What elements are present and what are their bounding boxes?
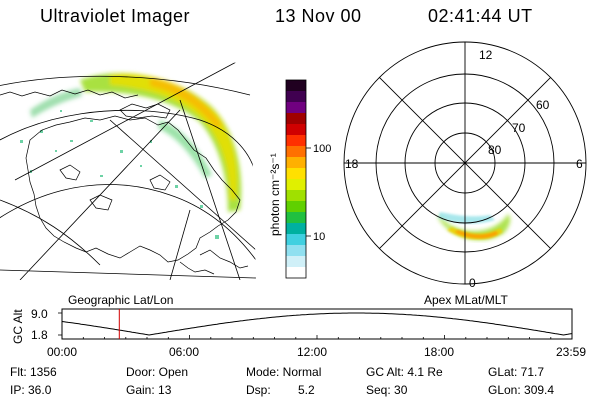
time-display: 02:41:44 UT: [428, 6, 533, 26]
mlat-label-60: 60: [536, 98, 550, 112]
colorbar-cell: [286, 146, 306, 158]
x-tick-label-3: 18:00: [424, 345, 455, 359]
altitude-y-tick-min: 1.8: [31, 328, 48, 342]
geographic-map: [0, 59, 256, 280]
colorbar-tick-label-100: 100: [313, 143, 331, 155]
auroral-emission-polar: [437, 212, 511, 241]
colorbar-cell: [286, 135, 306, 147]
auroral-emission-geo: [30, 73, 242, 212]
colorbar-cell: [286, 113, 306, 125]
colorbar-cell: [286, 102, 306, 114]
colorbar-cell: [286, 91, 306, 103]
info-flight: Flt: 1356: [10, 365, 57, 379]
colorbar-cell: [286, 190, 306, 202]
colorbar-cell: [286, 168, 306, 180]
colorbar-cell: [286, 212, 306, 224]
colorbar-label: photon cm⁻²s⁻¹: [268, 153, 282, 236]
info-glat: GLat: 71.7: [488, 365, 545, 379]
colorbar-cell: [286, 201, 306, 213]
coastlines: [0, 89, 249, 275]
colorbar-tick-label-10: 10: [313, 231, 325, 243]
colorbar-cell: [286, 234, 306, 246]
colorbar-cell: [286, 245, 306, 257]
mlat-label-70: 70: [512, 121, 526, 135]
colorbar: 100 10 photon cm⁻²s⁻¹: [268, 79, 331, 279]
info-mode: Mode: Normal: [246, 365, 322, 379]
info-gc-alt: GC Alt: 4.1 Re: [366, 365, 443, 379]
colorbar-frame: [285, 79, 307, 279]
altitude-x-ticks: [61, 335, 573, 339]
mlt-label-6: 6: [576, 157, 583, 171]
altitude-ylabel: GC Alt: [11, 309, 25, 344]
geo-map-label: Geographic Lat/Lon: [68, 293, 174, 307]
mlt-label-0: 0: [469, 276, 476, 290]
mlt-label-18: 18: [345, 157, 359, 171]
colorbar-cell: [286, 179, 306, 191]
geographic-map-content: [0, 59, 256, 280]
colorbar-cell: [286, 124, 306, 136]
altitude-curve: [61, 312, 573, 336]
info-door: Door: Open: [126, 365, 189, 379]
x-tick-label-0: 00:00: [47, 345, 78, 359]
info-dsp-label: Dsp:: [246, 383, 271, 397]
info-glon: GLon: 309.4: [488, 383, 555, 397]
polar-plot-label: Apex MLat/MLT: [424, 293, 508, 307]
colorbar-cell: [286, 256, 306, 268]
colorbar-cell: [286, 157, 306, 169]
info-seq: Seq: 30: [366, 383, 408, 397]
info-gain: Gain: 13: [126, 383, 172, 397]
info-ip: IP: 36.0: [10, 383, 52, 397]
page-title: Ultraviolet Imager: [40, 6, 191, 26]
geo-grid: [0, 59, 256, 280]
mlat-label-80: 80: [488, 143, 502, 157]
colorbar-cell: [286, 80, 306, 92]
mlt-label-12: 12: [479, 48, 493, 62]
emission-speckle: [20, 110, 219, 239]
x-tick-label-4: 23:59: [556, 345, 587, 359]
info-dsp-value: 5.2: [298, 383, 315, 397]
x-tick-label-1: 06:00: [169, 345, 200, 359]
altitude-y-tick-max: 9.0: [31, 307, 48, 321]
x-tick-label-2: 12:00: [297, 345, 328, 359]
altitude-plot: 9.0 1.8 GC Alt: [11, 307, 573, 344]
polar-plot: 12 6 0 18 60 70 80: [343, 41, 587, 290]
colorbar-cell: [286, 267, 306, 279]
colorbar-gradient: [286, 80, 306, 279]
colorbar-cell: [286, 223, 306, 235]
date-display: 13 Nov 00: [275, 6, 362, 26]
polar-grid: [343, 41, 587, 285]
